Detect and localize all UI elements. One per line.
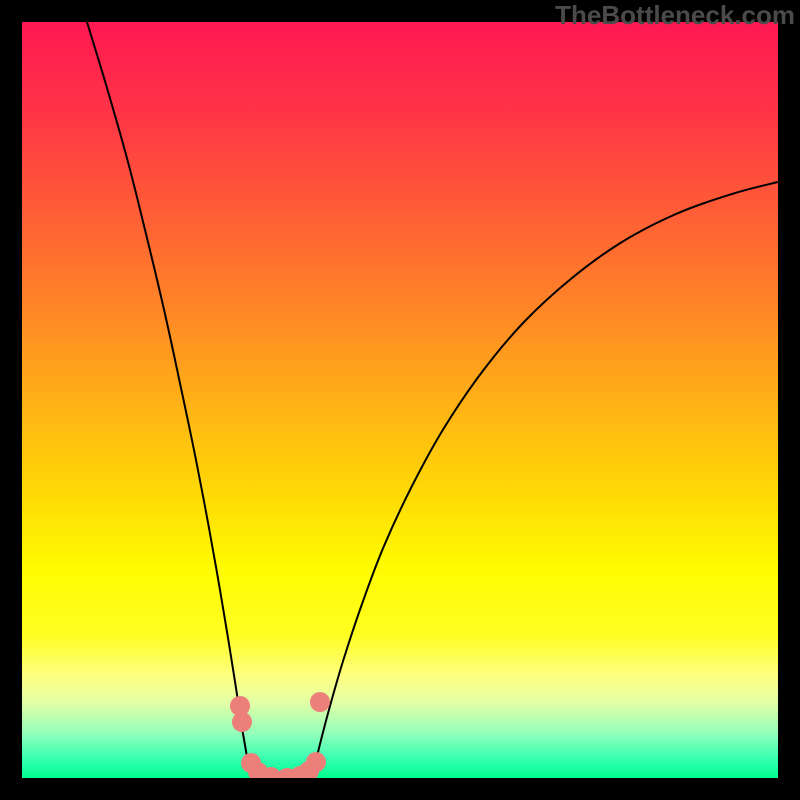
chart-svg (22, 22, 778, 778)
chart-frame: TheBottleneck.com (0, 0, 800, 800)
scatter-markers (230, 692, 330, 778)
watermark-text: TheBottleneck.com (555, 0, 795, 31)
marker-dot (306, 752, 326, 772)
marker-dot (310, 692, 330, 712)
curve-left (87, 22, 249, 770)
curve-right (314, 182, 778, 770)
marker-dot (232, 712, 252, 732)
